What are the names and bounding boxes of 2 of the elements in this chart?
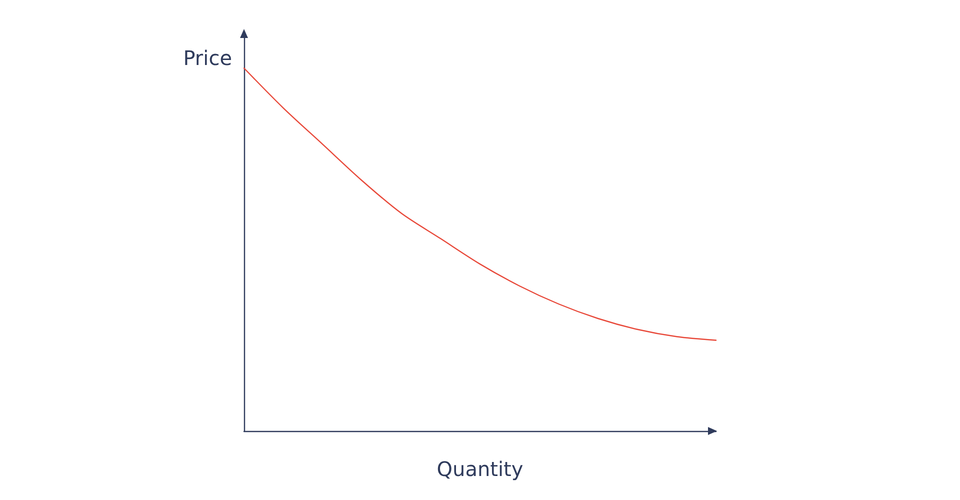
x-axis-title: Quantity <box>436 457 524 481</box>
y-axis-title: Price <box>183 46 232 70</box>
